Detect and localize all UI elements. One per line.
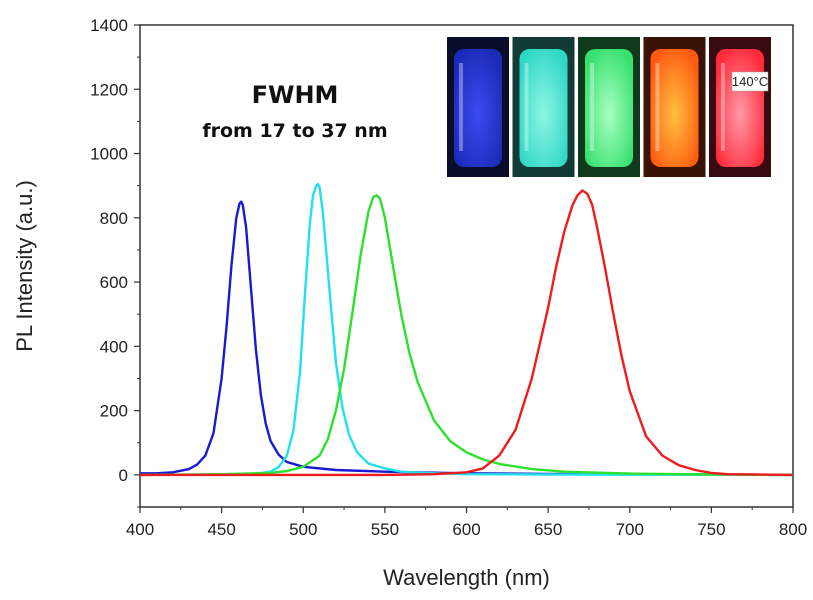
series-line-4 (140, 189, 794, 477)
vial-highlight (721, 63, 725, 151)
series-line-3 (139, 194, 794, 477)
y-tick-label: 1200 (90, 80, 128, 99)
x-tick-label: 550 (371, 520, 399, 539)
vial-highlight (524, 63, 529, 151)
vial-1 (454, 49, 502, 167)
x-tick-label: 500 (289, 520, 317, 539)
vial-photo-inset: 140°C (447, 37, 771, 177)
y-tick-label: 200 (100, 402, 128, 421)
y-tick-label: 1400 (90, 16, 128, 35)
vial-highlight (590, 63, 594, 151)
x-tick-label: 650 (534, 520, 562, 539)
vial-4 (650, 49, 699, 167)
fwhm-annotation: FWHM from 17 to 37 nm (202, 81, 387, 142)
y-tick-label: 600 (100, 273, 128, 292)
y-tick-label: 800 (100, 209, 128, 228)
x-tick-label: 700 (616, 520, 644, 539)
y-tick-label: 0 (119, 466, 128, 485)
vial-highlight (655, 63, 660, 151)
series-line-2 (139, 182, 794, 477)
vial-3 (585, 49, 633, 167)
vial-2 (519, 49, 568, 167)
y-axis: 0 200 400 600 800 1000 1200 1400 (90, 16, 140, 508)
temperature-label-text: 140°C (732, 74, 768, 89)
series-group (139, 182, 794, 477)
annotation-subtitle: from 17 to 37 nm (202, 120, 387, 142)
y-tick-label: 400 (100, 337, 128, 356)
series-line-1 (140, 200, 794, 477)
annotation-title: FWHM (252, 81, 339, 109)
x-tick-label: 600 (452, 520, 480, 539)
y-axis-title: PL Intensity (a.u.) (12, 180, 37, 352)
vial-highlight (459, 63, 463, 151)
x-tick-label: 750 (697, 520, 725, 539)
x-tick-label: 400 (126, 520, 154, 539)
x-tick-label: 800 (779, 520, 807, 539)
y-tick-label: 1000 (90, 145, 128, 164)
x-axis-title: Wavelength (nm) (383, 565, 550, 590)
x-tick-label: 450 (207, 520, 235, 539)
vials (447, 37, 771, 177)
x-axis: 400 450 500 550 600 650 700 750 800 (126, 507, 807, 539)
temperature-label: 140°C (731, 71, 769, 92)
temperature-label-bg (731, 71, 769, 92)
